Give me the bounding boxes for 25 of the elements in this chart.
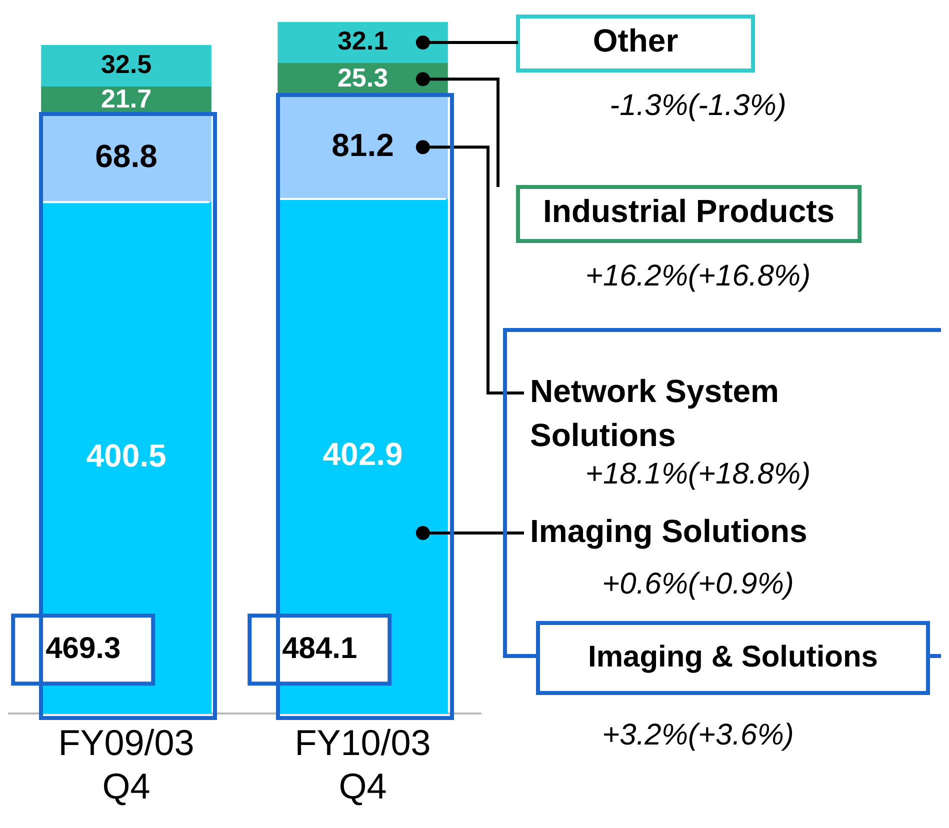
data-label: 32.1 bbox=[337, 26, 388, 56]
text: +18.1%(+18.8%) bbox=[585, 457, 811, 490]
text: Other bbox=[592, 22, 678, 58]
text: Network System Solutions bbox=[530, 372, 779, 453]
text: Imaging Solutions bbox=[530, 512, 808, 549]
text: +3.2%(+3.6%) bbox=[602, 718, 794, 752]
text: -1.3%(-1.3%) bbox=[610, 88, 786, 122]
text: +16.2%(+16.8%) bbox=[585, 259, 811, 292]
data-label: 21.7 bbox=[100, 84, 152, 114]
x-tick-label: FY10/03 Q4 bbox=[294, 722, 431, 806]
x-tick-label: FY09/03 Q4 bbox=[58, 722, 194, 806]
annotation: 469.3 bbox=[46, 632, 121, 665]
data-label: 402.9 bbox=[322, 436, 403, 472]
bar bbox=[41, 114, 212, 202]
text: Industrial Products bbox=[543, 192, 835, 229]
annotation: 484.1 bbox=[282, 632, 358, 665]
data-label: 32.5 bbox=[100, 48, 152, 79]
data-label: 400.5 bbox=[86, 438, 166, 474]
text: +0.6%(+0.9%) bbox=[602, 567, 794, 600]
text: Imaging & Solutions bbox=[588, 640, 878, 674]
data-label: 25.3 bbox=[337, 62, 388, 92]
bar bbox=[278, 22, 448, 63]
data-label: 81.2 bbox=[332, 126, 394, 163]
bar bbox=[41, 44, 212, 86]
data-label: 68.8 bbox=[95, 138, 158, 174]
